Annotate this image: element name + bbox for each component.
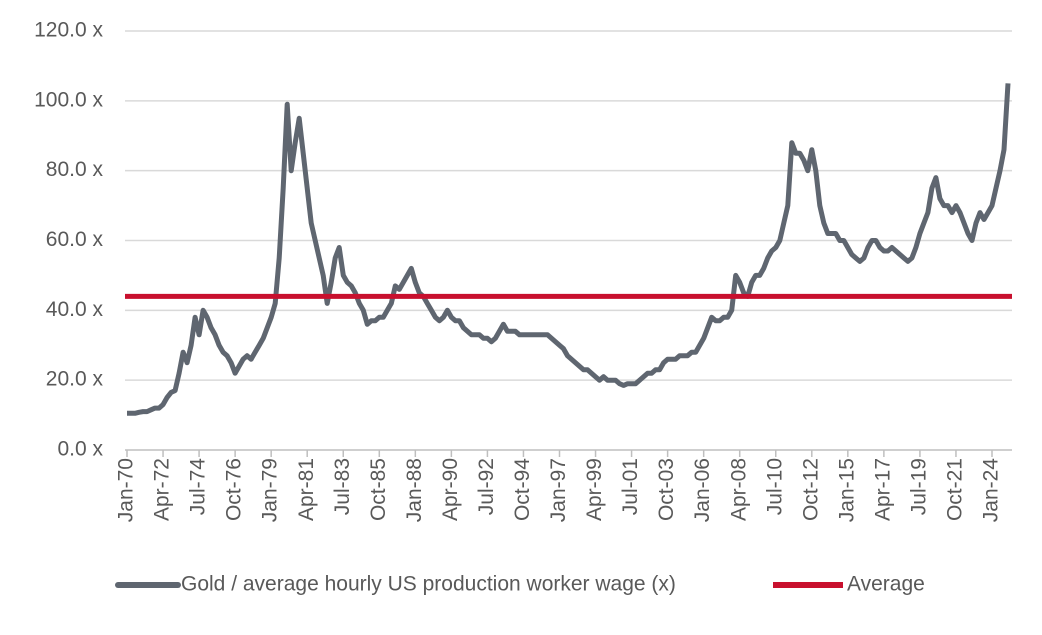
x-tick-label: Jan-79 [259, 458, 282, 522]
x-tick-label: Apr-17 [871, 458, 894, 521]
x-tick-label: Oct-76 [223, 458, 246, 521]
x-tick-label: Apr-81 [295, 458, 318, 521]
x-tick-label: Jan-88 [403, 458, 426, 522]
y-tick-label: 120.0 x [34, 19, 103, 42]
x-tick-label: Jul-83 [331, 458, 354, 515]
x-tick-label: Oct-03 [655, 458, 678, 521]
legend-label: Gold / average hourly US production work… [181, 573, 676, 596]
x-tick-label: Apr-90 [439, 458, 462, 521]
x-tick-label: Jul-10 [763, 458, 786, 515]
x-tick-label: Apr-99 [583, 458, 606, 521]
x-tick-label: Jul-92 [475, 458, 498, 515]
x-tick-label: Jan-24 [980, 458, 1003, 523]
x-tick-label: Jan-97 [547, 458, 570, 522]
legend-label: Average [847, 573, 925, 596]
x-tick-label: Oct-85 [367, 458, 390, 521]
series-line [127, 83, 1011, 416]
x-tick-label: Oct-21 [944, 458, 967, 521]
x-tick-label: Jul-74 [187, 458, 210, 516]
y-tick-label: 40.0 x [46, 298, 104, 321]
y-tick-label: 0.0 x [57, 438, 103, 461]
x-tick-label: Apr-72 [151, 458, 174, 521]
x-tick-label: Jul-01 [619, 458, 642, 515]
x-tick-label: Jan-70 [115, 458, 138, 522]
y-tick-label: 100.0 x [34, 88, 103, 111]
x-tick-label: Jan-15 [835, 458, 858, 522]
x-tick-label: Oct-94 [511, 458, 534, 521]
y-tick-label: 80.0 x [46, 158, 104, 181]
x-tick-label: Jul-19 [907, 458, 930, 515]
x-tick-label: Oct-12 [799, 458, 822, 521]
y-tick-label: 60.0 x [46, 228, 104, 251]
y-tick-label: 20.0 x [46, 368, 104, 391]
x-tick-label: Jan-06 [691, 458, 714, 522]
x-tick-label: Apr-08 [727, 458, 750, 521]
